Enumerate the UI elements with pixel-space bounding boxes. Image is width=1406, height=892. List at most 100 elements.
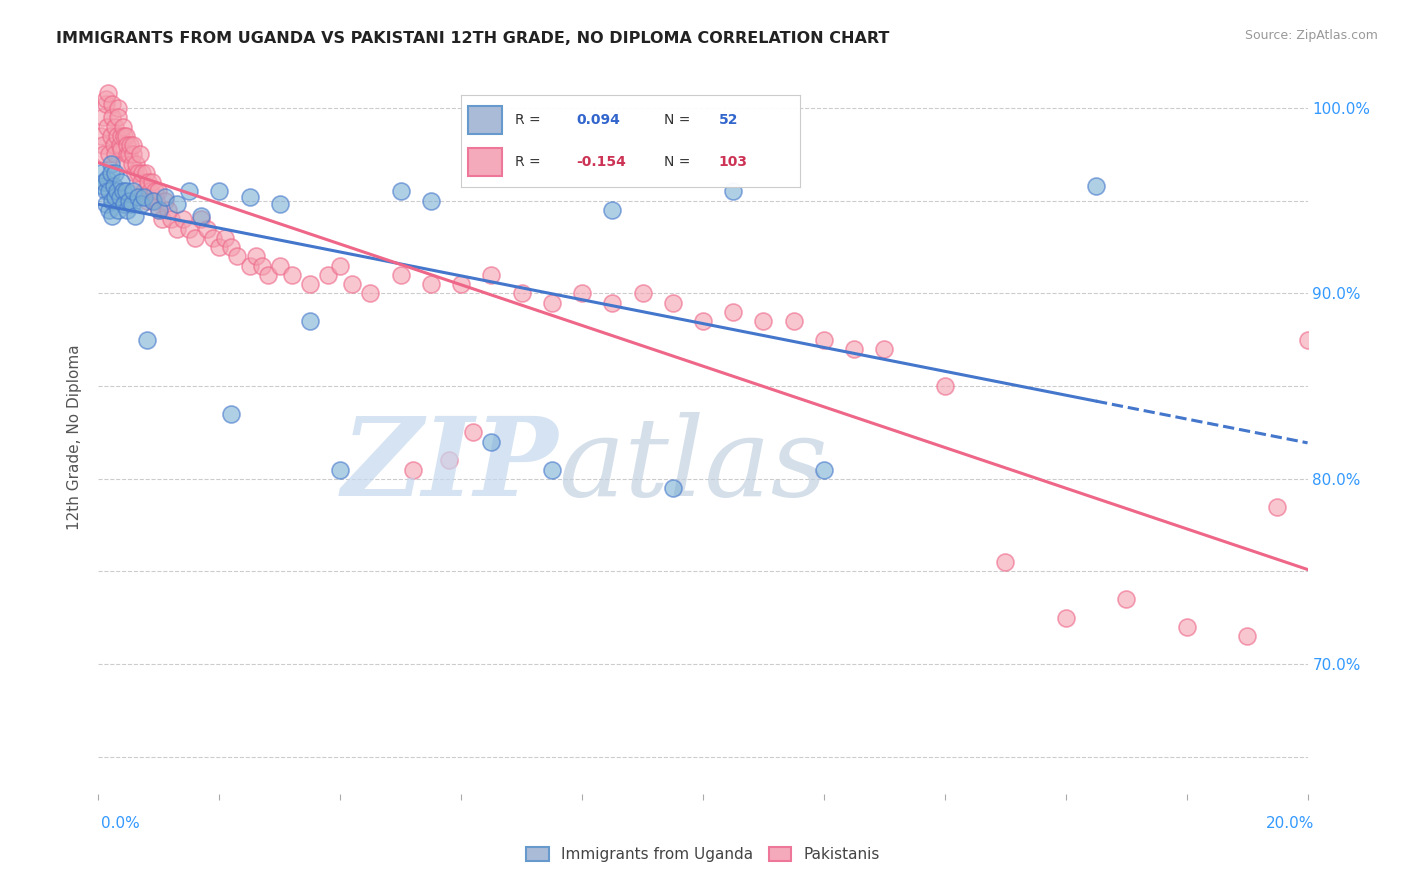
Point (145, 194, 167, 208)
Point (97, 185, 120, 199)
Point (107, 101, 129, 115)
Point (156, 202, 179, 217)
Point (631, 286, 654, 301)
Point (107, 202, 129, 217)
Point (125, 157, 148, 171)
Point (813, 462, 835, 476)
Point (105, 185, 128, 199)
Point (90, 166, 112, 180)
Point (994, 555, 1017, 569)
Point (103, 138, 125, 153)
Point (179, 185, 201, 199)
Point (98, 147, 121, 161)
Point (256, 268, 278, 282)
Point (132, 190, 155, 204)
Point (541, 295, 564, 310)
Point (128, 147, 150, 161)
Point (105, 128, 128, 143)
Point (420, 277, 443, 292)
Point (139, 185, 162, 199)
Point (124, 166, 146, 180)
Point (190, 212, 212, 227)
Point (148, 202, 170, 217)
Point (100, 194, 122, 208)
Point (329, 462, 352, 476)
Point (96, 92, 118, 106)
Point (166, 221, 188, 235)
Point (172, 212, 194, 227)
Point (110, 142, 132, 156)
Point (114, 128, 136, 143)
Point (571, 286, 593, 301)
Point (1054, 611, 1077, 625)
Point (221, 240, 243, 254)
Point (184, 231, 207, 245)
Point (142, 194, 165, 208)
Point (1175, 620, 1198, 634)
Point (112, 128, 135, 143)
Point (127, 190, 149, 204)
Point (122, 138, 145, 153)
Point (135, 166, 157, 180)
Point (132, 185, 155, 199)
Point (1267, 500, 1289, 514)
Text: IMMIGRANTS FROM UGANDA VS PAKISTANI 12TH GRADE, NO DIPLOMA CORRELATION CHART: IMMIGRANTS FROM UGANDA VS PAKISTANI 12TH… (56, 31, 890, 46)
Point (111, 120, 134, 134)
Legend: Immigrants from Uganda, Pakistanis: Immigrants from Uganda, Pakistanis (520, 841, 886, 868)
Point (202, 231, 225, 245)
Point (844, 342, 866, 356)
Point (481, 268, 503, 282)
Point (239, 190, 262, 204)
Point (783, 314, 806, 328)
Point (100, 157, 122, 171)
Point (121, 157, 143, 171)
Point (360, 286, 382, 301)
Point (299, 314, 322, 328)
Point (873, 342, 896, 356)
Point (402, 462, 425, 476)
Point (118, 194, 141, 208)
Point (104, 166, 127, 180)
Point (117, 138, 139, 153)
Point (142, 194, 165, 208)
Point (108, 138, 131, 153)
Point (129, 175, 152, 189)
Point (239, 259, 262, 273)
Point (1236, 629, 1258, 643)
Point (94, 97, 117, 112)
Point (1296, 333, 1319, 347)
Point (135, 194, 157, 208)
Point (90, 128, 112, 143)
Point (190, 209, 212, 223)
Point (299, 277, 322, 292)
Point (602, 202, 624, 217)
Point (146, 185, 169, 199)
Point (118, 147, 141, 161)
Point (752, 314, 775, 328)
Point (179, 221, 201, 235)
Point (450, 277, 472, 292)
Text: atlas: atlas (558, 412, 828, 519)
Point (148, 202, 170, 217)
Point (104, 120, 127, 134)
Point (510, 286, 533, 301)
Point (214, 231, 236, 245)
Point (153, 194, 176, 208)
Point (342, 277, 364, 292)
Point (316, 268, 339, 282)
Point (108, 190, 131, 204)
Point (103, 178, 125, 193)
Point (107, 111, 129, 125)
Point (100, 97, 122, 112)
Point (127, 166, 149, 180)
Point (100, 166, 122, 180)
Point (150, 212, 173, 227)
Point (129, 197, 152, 211)
Point (245, 249, 267, 263)
Point (269, 259, 291, 273)
Point (662, 295, 685, 310)
Text: ZIP: ZIP (342, 412, 558, 519)
Point (122, 185, 145, 199)
Point (250, 259, 273, 273)
Point (110, 128, 132, 143)
